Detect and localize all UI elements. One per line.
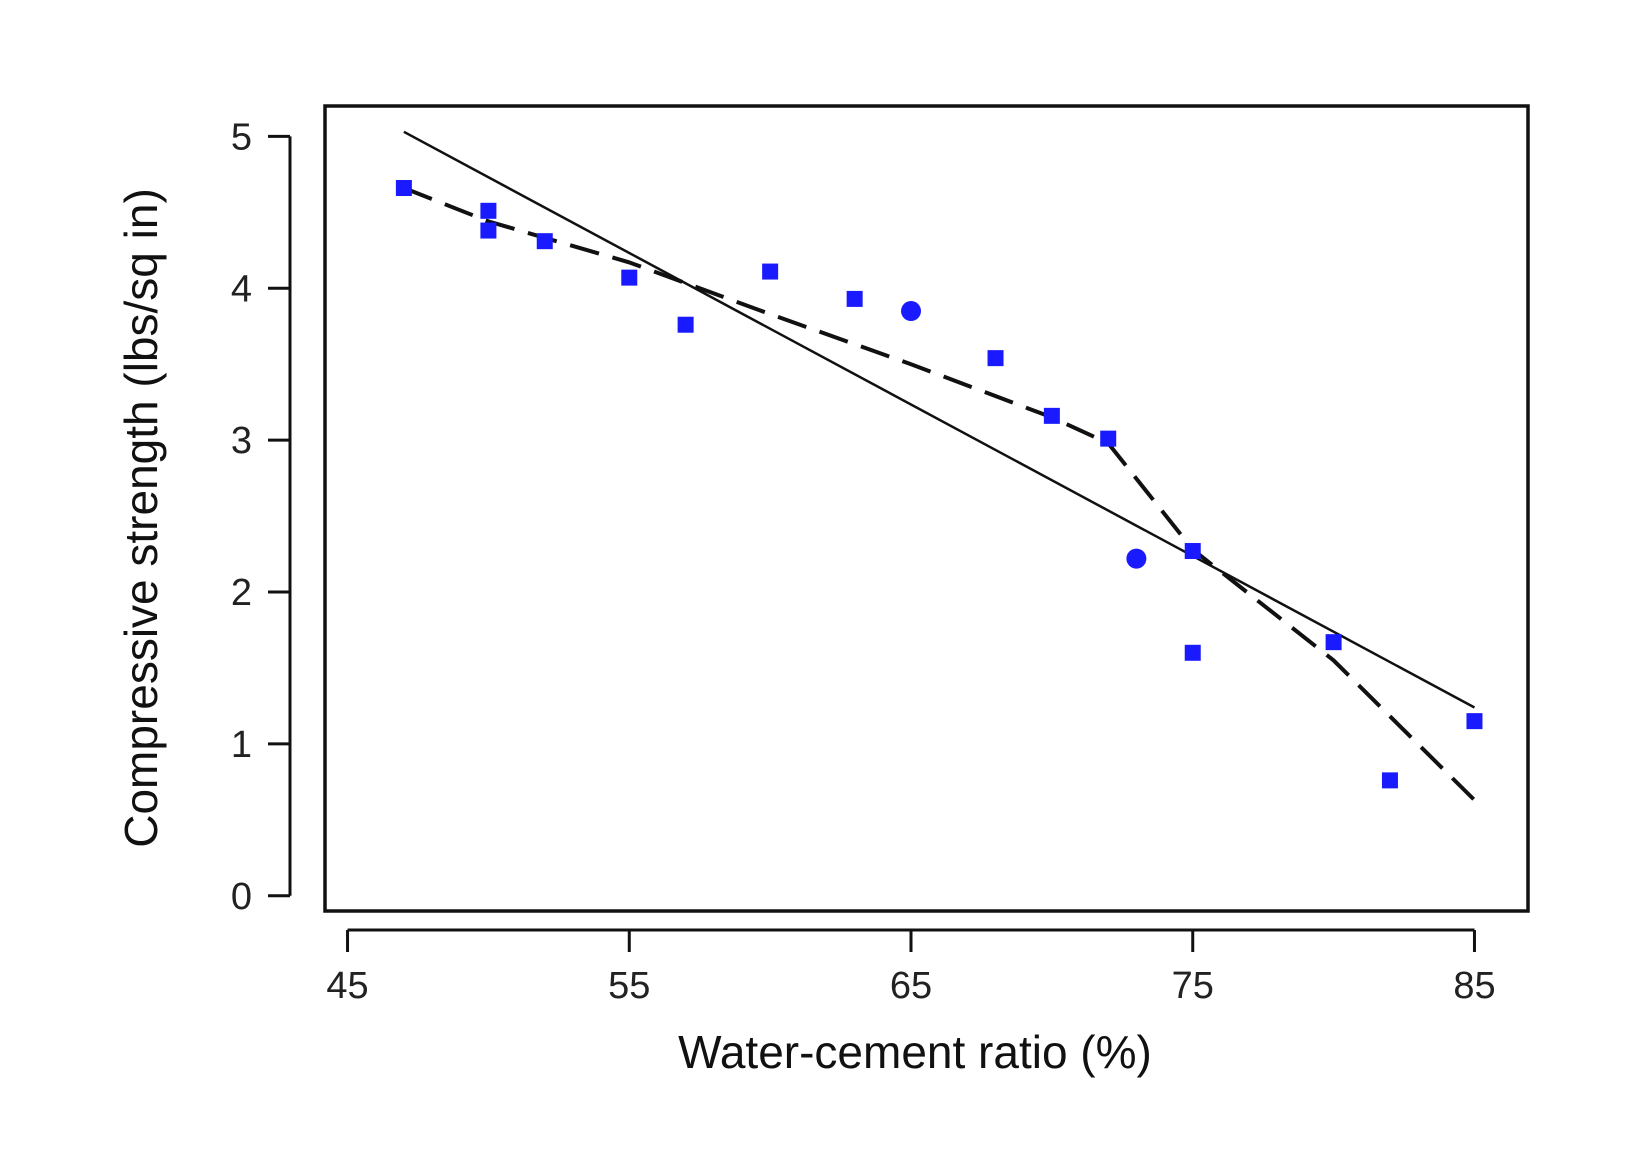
data-point	[1043, 407, 1060, 424]
data-point	[1325, 634, 1342, 651]
data-point	[677, 316, 694, 333]
plot-frame	[323, 104, 1530, 913]
y-tick-label: 3	[231, 420, 252, 462]
data-point	[480, 222, 497, 239]
data-point	[1100, 430, 1117, 447]
x-axis-title: Water-cement ratio (%)	[678, 1026, 1152, 1078]
data-point	[536, 233, 553, 250]
x-tick-label: 65	[890, 965, 932, 1007]
dashed-fit-line	[403, 186, 1476, 802]
data-point	[1184, 644, 1201, 661]
y-axis: 0 1 2 3 4 5	[231, 116, 292, 918]
data-points	[395, 180, 1483, 789]
data-point	[987, 350, 1004, 367]
x-tick-label: 45	[326, 965, 368, 1007]
y-tick-label: 5	[231, 116, 252, 158]
y-axis-title: Compressive strength (lbs/sq in)	[115, 188, 167, 848]
data-point	[395, 180, 412, 197]
x-tick-label: 75	[1172, 965, 1214, 1007]
x-tick-label: 55	[608, 965, 650, 1007]
data-point	[1381, 772, 1398, 789]
solid-fit-line	[403, 130, 1476, 709]
data-point	[1184, 543, 1201, 560]
data-point	[1466, 713, 1483, 730]
data-point	[1126, 548, 1147, 569]
fit-lines	[403, 130, 1476, 802]
x-axis: 45 55 65 75 85	[326, 928, 1496, 1007]
data-point	[762, 263, 779, 280]
data-point	[480, 202, 497, 219]
y-tick-label: 2	[231, 572, 252, 614]
data-point	[621, 269, 638, 286]
data-point	[901, 301, 922, 322]
y-tick-label: 4	[231, 268, 252, 310]
y-tick-label: 0	[231, 876, 252, 918]
x-tick-label: 85	[1453, 965, 1495, 1007]
data-point	[846, 290, 863, 307]
y-tick-label: 1	[231, 724, 252, 766]
